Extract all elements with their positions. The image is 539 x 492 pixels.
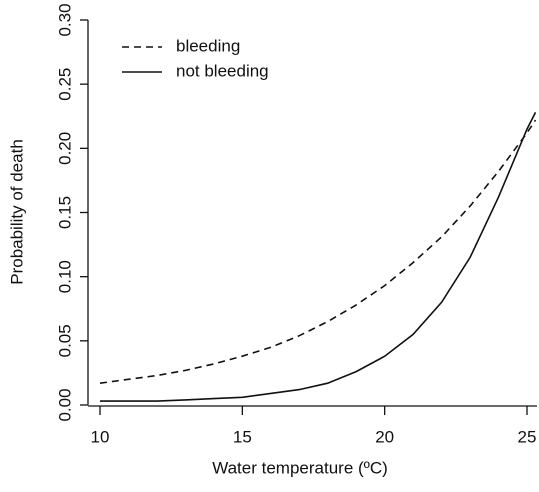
y-tick-label: 0.30: [55, 3, 74, 36]
x-tick-label: 15: [233, 427, 252, 446]
legend-label: bleeding: [176, 36, 240, 55]
x-tick-label: 10: [91, 427, 110, 446]
y-tick-label: 0.25: [55, 68, 74, 101]
legend-label: not bleeding: [176, 61, 269, 80]
y-axis-label: Probability of death: [7, 139, 26, 285]
y-tick-label: 0.10: [55, 260, 74, 293]
y-tick-label: 0.15: [55, 196, 74, 229]
x-axis-label: Water temperature (ºC): [212, 458, 388, 477]
x-tick-label: 20: [375, 427, 394, 446]
series-line: [100, 112, 537, 402]
y-tick-label: 0.20: [55, 132, 74, 165]
y-tick-label: 0.00: [55, 388, 74, 421]
x-tick-label: 25: [518, 427, 537, 446]
series-line: [99, 119, 537, 384]
y-tick-label: 0.05: [55, 324, 74, 357]
